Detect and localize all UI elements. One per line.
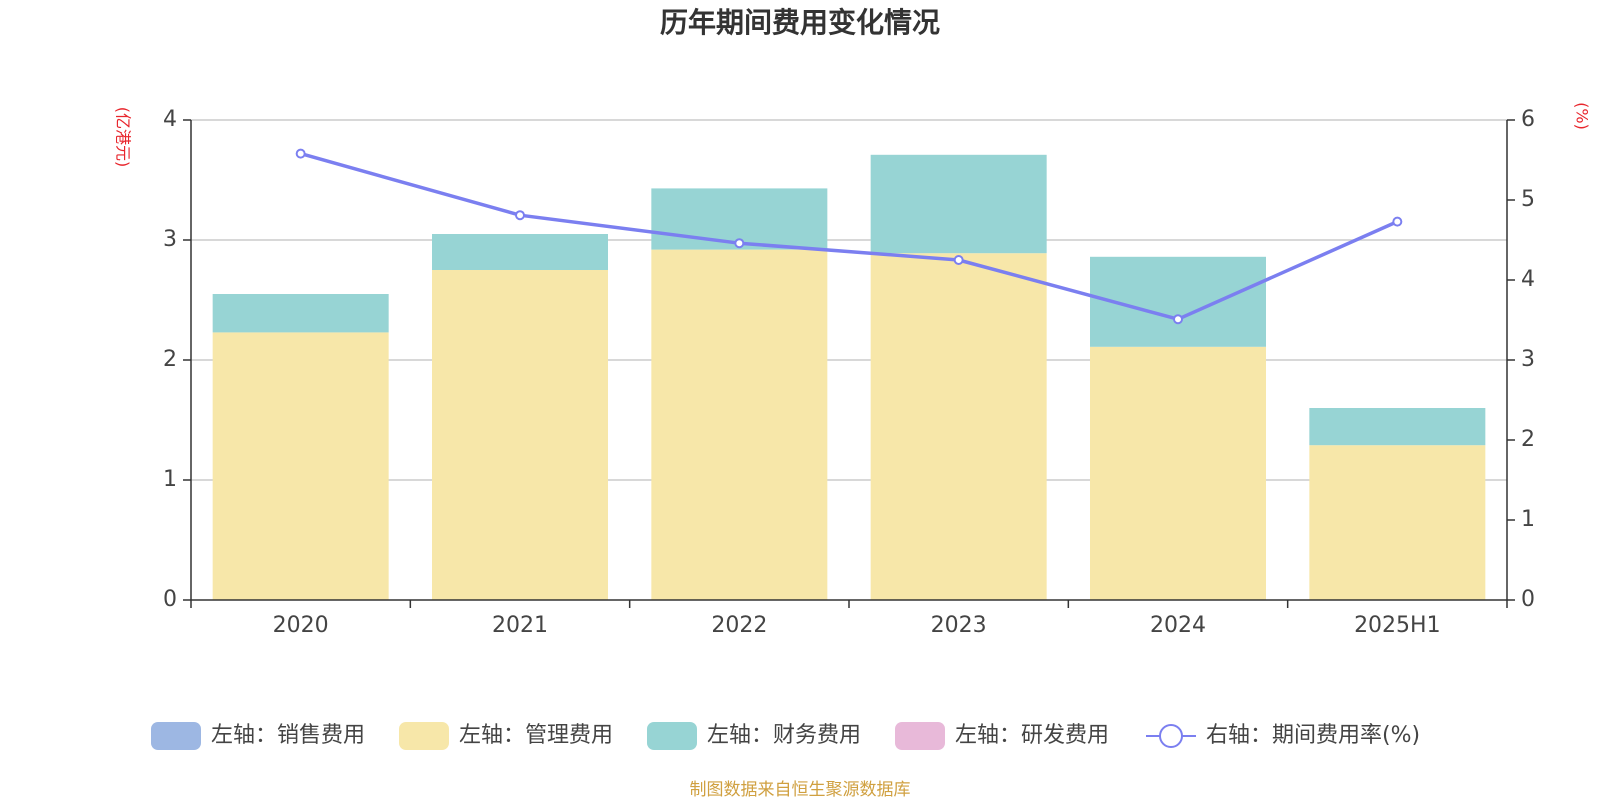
x-axis-tick-label: 2020 [273,613,329,638]
legend-swatch [647,722,697,750]
legend-label: 左轴：研发费用 [955,723,1109,748]
legend-swatch [151,722,201,750]
legend-swatch [895,722,945,750]
left-axis-tick-label: 0 [163,587,177,612]
line-series [295,148,1403,325]
right-axis-unit: (%) [1573,102,1592,130]
bar-segment [870,154,1047,254]
right-axis-tick-label: 5 [1521,187,1535,212]
legend-label: 左轴：销售费用 [211,723,365,748]
right-axis-tick-label: 2 [1521,427,1535,452]
x-axis-tick-label: 2024 [1150,613,1206,638]
bar-segment [432,270,608,600]
bar-segment [1090,346,1266,600]
line-point [1173,314,1183,325]
right-axis-tick-label: 4 [1521,267,1535,292]
x-axis-tick-label: 2025H1 [1354,613,1441,638]
legend-swatch [399,722,449,750]
left-axis-unit: (亿港元) [114,107,133,168]
right-axis-tick-label: 0 [1521,587,1535,612]
right-axis-tick-label: 1 [1521,507,1535,532]
legend-label: 左轴：管理费用 [459,723,613,748]
source-note: 制图数据来自恒生聚源数据库 [690,780,911,800]
right-axis-tick-label: 3 [1521,347,1535,372]
left-axis-tick-label: 1 [163,467,177,492]
x-axis-tick-label: 2022 [711,613,767,638]
line-series-path [300,151,1399,321]
line-point [295,148,306,159]
legend-label: 左轴：财务费用 [707,723,861,748]
line-point [734,238,745,249]
legend-marker [1159,724,1183,748]
bar-segment [651,249,828,600]
gridlines [191,119,1507,481]
right-axis-tick-label: 6 [1521,107,1535,132]
x-axis-tick-label: 2021 [492,613,548,638]
legend-label: 右轴：期间费用率(%) [1206,723,1420,748]
x-axis-tick-label: 2023 [931,613,987,638]
bar-segment [1309,408,1486,446]
left-axis-tick-label: 2 [163,347,177,372]
bar-segment [1309,445,1486,600]
chart-title: 历年期间费用变化情况 [660,6,940,39]
line-point [1392,216,1403,227]
bar-segment [212,332,389,600]
bar-segment [870,253,1047,600]
left-axis-tick-label: 4 [163,107,177,132]
left-axis-tick-label: 3 [163,227,177,252]
line-point [515,210,525,221]
bar-segment [432,234,608,270]
line-point [953,255,964,265]
axes: 0 1 2 3 4 0 1 2 3 4 5 6 2020 2021 2022 2023 2024 2025H1 [163,107,1535,638]
bar-segment [212,294,389,333]
legend: 左轴：销售费用 左轴：管理费用 左轴：财务费用 左轴：研发费用 右轴：期间费用率(%) [151,722,1420,750]
bar-series [212,154,1486,600]
